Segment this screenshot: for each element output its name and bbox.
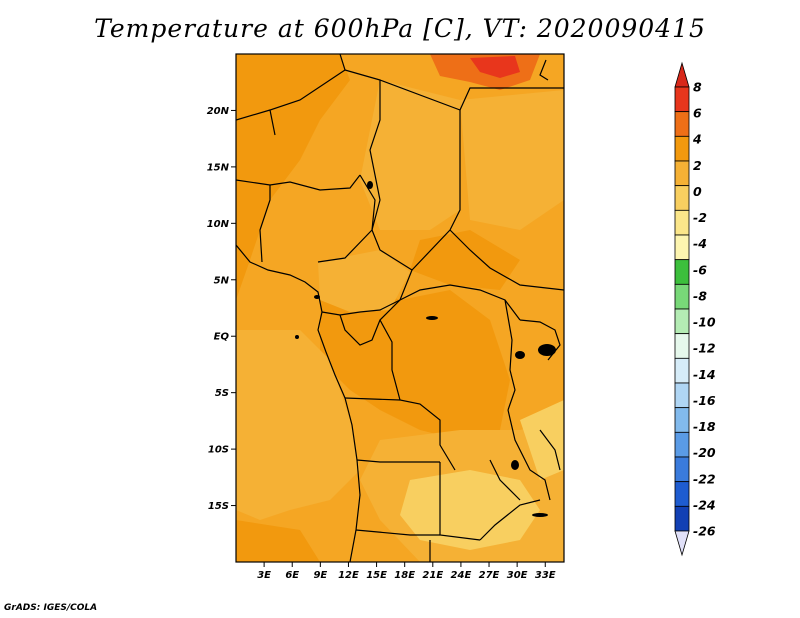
lat-label: 5S <box>215 388 229 399</box>
lake-outlines <box>295 181 556 517</box>
colorbar-label: 0 <box>693 184 702 199</box>
colorbar-swatch <box>674 308 690 335</box>
field-pale-south <box>400 470 540 550</box>
colorbar-label: -6 <box>693 262 707 277</box>
field-warm-west <box>236 54 350 300</box>
colorbar-swatch <box>674 407 690 433</box>
colorbar-label: -22 <box>693 471 716 486</box>
lat-label: 15S <box>208 501 229 512</box>
lon-label: 15E <box>366 570 387 581</box>
field-warm-central <box>320 270 510 440</box>
lon-label: 24E <box>451 570 472 581</box>
field-pale-southeast <box>520 400 564 480</box>
colorbar-label: -12 <box>693 341 716 356</box>
lon-label: 30E <box>507 570 528 581</box>
colorbar-under-triangle <box>674 530 690 557</box>
coastline <box>236 244 361 562</box>
lat-label: 15N <box>207 162 230 173</box>
colorbar-label: -26 <box>693 524 716 539</box>
map-frame <box>235 53 565 563</box>
colorbar-over-triangle <box>674 61 690 88</box>
longitude-axis: 3E 6E 9E 12E 15E 18E 21E 24E 27E 30E 33E <box>257 562 556 581</box>
lon-label: 6E <box>285 570 299 581</box>
colorbar-swatch <box>674 382 690 409</box>
lon-label: 9E <box>313 570 327 581</box>
colorbar-swatch <box>674 431 690 458</box>
colorbar-swatch <box>674 185 690 211</box>
field-cool-cameroon <box>318 250 410 312</box>
field-hot-spot <box>470 56 520 78</box>
colorbar-swatch <box>674 481 690 507</box>
colorbar-swatch <box>674 234 690 261</box>
lat-label: EQ <box>214 332 230 343</box>
colorbar-swatch <box>674 135 690 162</box>
colorbar-swatch <box>674 456 690 483</box>
colorbar-label: -14 <box>693 367 716 382</box>
colorbar-swatch <box>674 283 690 310</box>
colorbar-swatch <box>674 160 690 187</box>
country-borders <box>236 54 564 562</box>
colorbar-label: 4 <box>692 132 702 147</box>
colorbar-label: -24 <box>693 497 716 512</box>
field-warm-southwest-corner <box>236 520 320 562</box>
lon-label: 27E <box>479 570 500 581</box>
colorbar-swatch <box>674 209 690 236</box>
latitude-axis: 20N 15N 10N 5N EQ 5S 10S 15S <box>207 106 236 512</box>
colorbar-label: -18 <box>693 419 716 434</box>
field-warm-band <box>410 230 520 290</box>
lon-label: 18E <box>394 570 415 581</box>
colorbar-label: 6 <box>693 106 702 121</box>
colorbar-label: 8 <box>693 80 702 95</box>
lat-label: 5N <box>214 275 230 286</box>
colorbar-label: -10 <box>693 315 716 330</box>
lon-label: 3E <box>257 570 271 581</box>
colorbar-swatch <box>674 357 690 384</box>
chart-title: Temperature at 600hPa [C], VT: 202009041… <box>94 14 706 43</box>
colorbar-label: -4 <box>693 236 707 251</box>
colorbar-swatch <box>674 86 690 113</box>
lon-label: 12E <box>338 570 359 581</box>
colorbar-swatch <box>674 259 690 285</box>
credit-label: GrADS: IGES/COLA <box>4 603 98 613</box>
colorbar-label: -20 <box>693 445 716 460</box>
field-cool-east <box>460 90 564 230</box>
colorbar: 8 6 4 2 0 -2 -4 -6 -8 -10 -12 -14 -16 -18 -20 -22 -24 -26 <box>674 61 716 557</box>
lon-label: 33E <box>535 570 556 581</box>
colorbar-label: -8 <box>693 288 707 303</box>
lat-label: 10S <box>208 445 229 456</box>
colorbar-label: 2 <box>693 158 702 173</box>
lat-label: 20N <box>207 106 230 117</box>
field-cool-north <box>360 80 460 230</box>
colorbar-swatch <box>674 111 690 137</box>
colorbar-label: -16 <box>693 393 716 408</box>
field-cool-southwest <box>236 330 360 520</box>
colorbar-swatch <box>674 333 690 359</box>
temperature-field <box>236 54 564 562</box>
colorbar-label: -2 <box>693 210 707 225</box>
lat-label: 10N <box>207 219 230 230</box>
colorbar-swatch <box>674 505 690 532</box>
lon-label: 21E <box>422 570 443 581</box>
